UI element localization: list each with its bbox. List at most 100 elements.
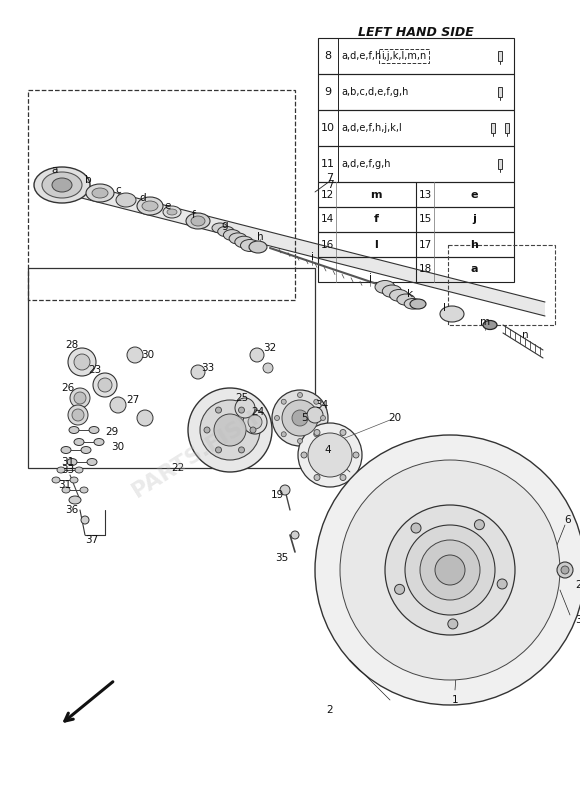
Text: 30: 30 <box>111 442 125 452</box>
Circle shape <box>561 566 569 574</box>
Circle shape <box>81 516 89 524</box>
Ellipse shape <box>62 487 70 493</box>
Text: 15: 15 <box>418 214 432 225</box>
Text: 23: 23 <box>88 365 102 375</box>
Ellipse shape <box>440 306 464 322</box>
Circle shape <box>216 447 222 453</box>
Circle shape <box>405 525 495 615</box>
Text: f: f <box>374 214 379 225</box>
Bar <box>318 257 514 282</box>
Text: j: j <box>472 214 476 225</box>
Circle shape <box>448 619 458 629</box>
Text: 22: 22 <box>171 463 184 473</box>
Text: 17: 17 <box>418 239 432 250</box>
Ellipse shape <box>86 184 114 202</box>
Ellipse shape <box>69 426 79 434</box>
Circle shape <box>263 363 273 373</box>
Circle shape <box>497 579 507 589</box>
Ellipse shape <box>142 201 158 211</box>
Text: e: e <box>165 201 171 211</box>
Text: 13: 13 <box>418 190 432 199</box>
Circle shape <box>280 485 290 495</box>
Text: g: g <box>222 220 229 230</box>
Bar <box>379 49 429 63</box>
Text: 28: 28 <box>66 340 79 350</box>
Text: 11: 11 <box>321 159 335 169</box>
Ellipse shape <box>69 496 81 504</box>
Text: a: a <box>470 265 478 274</box>
Text: 4: 4 <box>325 445 331 455</box>
Text: 24: 24 <box>251 407 264 417</box>
Circle shape <box>474 520 484 530</box>
Ellipse shape <box>92 188 108 198</box>
Circle shape <box>110 397 126 413</box>
Ellipse shape <box>229 233 247 244</box>
Text: l: l <box>374 239 378 250</box>
Circle shape <box>340 430 346 435</box>
Circle shape <box>248 415 262 429</box>
Ellipse shape <box>167 209 177 215</box>
Circle shape <box>557 562 573 578</box>
Circle shape <box>274 415 280 421</box>
Circle shape <box>281 399 287 404</box>
Ellipse shape <box>191 216 205 226</box>
Text: n: n <box>521 330 528 340</box>
Text: m: m <box>370 190 382 199</box>
Ellipse shape <box>80 487 88 493</box>
Text: 20: 20 <box>389 413 401 423</box>
Circle shape <box>200 400 260 460</box>
Text: j: j <box>368 273 372 283</box>
Text: 12: 12 <box>320 190 334 199</box>
Text: 18: 18 <box>418 265 432 274</box>
Circle shape <box>272 390 328 446</box>
Text: a,d,e,f,g,h: a,d,e,f,g,h <box>341 159 390 169</box>
Circle shape <box>435 555 465 585</box>
Text: 10: 10 <box>321 123 335 133</box>
Text: 36: 36 <box>66 505 79 515</box>
Circle shape <box>315 435 580 705</box>
Circle shape <box>238 407 245 413</box>
Circle shape <box>291 531 299 539</box>
Ellipse shape <box>34 167 90 203</box>
Ellipse shape <box>74 438 84 446</box>
Text: 2: 2 <box>327 705 333 715</box>
Text: a,d,e,f,h,j,k,l: a,d,e,f,h,j,k,l <box>341 123 402 133</box>
Ellipse shape <box>61 446 71 454</box>
Circle shape <box>308 433 352 477</box>
Text: 35: 35 <box>276 553 289 563</box>
Bar <box>498 158 502 170</box>
Circle shape <box>235 398 255 418</box>
Text: LEFT HAND SIDE: LEFT HAND SIDE <box>358 26 474 38</box>
Ellipse shape <box>70 477 78 483</box>
Ellipse shape <box>241 239 259 251</box>
Text: i,j,k,l,m,n: i,j,k,l,m,n <box>381 51 426 61</box>
Text: l: l <box>444 303 447 313</box>
Circle shape <box>282 400 318 436</box>
Text: 31: 31 <box>61 457 75 467</box>
Circle shape <box>127 347 143 363</box>
Bar <box>498 86 502 98</box>
Ellipse shape <box>186 213 210 229</box>
Circle shape <box>137 410 153 426</box>
Circle shape <box>188 388 272 472</box>
Circle shape <box>243 410 267 434</box>
Circle shape <box>250 348 264 362</box>
Ellipse shape <box>81 446 91 454</box>
Circle shape <box>98 378 112 392</box>
Circle shape <box>93 373 117 397</box>
Text: b: b <box>85 175 91 185</box>
Text: e: e <box>470 190 478 199</box>
Text: a: a <box>52 165 58 175</box>
Circle shape <box>420 540 480 600</box>
Text: m: m <box>480 317 490 327</box>
Circle shape <box>314 399 319 404</box>
Ellipse shape <box>404 298 422 309</box>
Circle shape <box>298 423 362 487</box>
Text: 25: 25 <box>235 393 249 403</box>
Circle shape <box>314 474 320 481</box>
Text: d: d <box>140 193 146 203</box>
Ellipse shape <box>382 285 402 298</box>
Ellipse shape <box>42 172 82 198</box>
Bar <box>318 207 514 232</box>
Text: 16: 16 <box>320 239 334 250</box>
